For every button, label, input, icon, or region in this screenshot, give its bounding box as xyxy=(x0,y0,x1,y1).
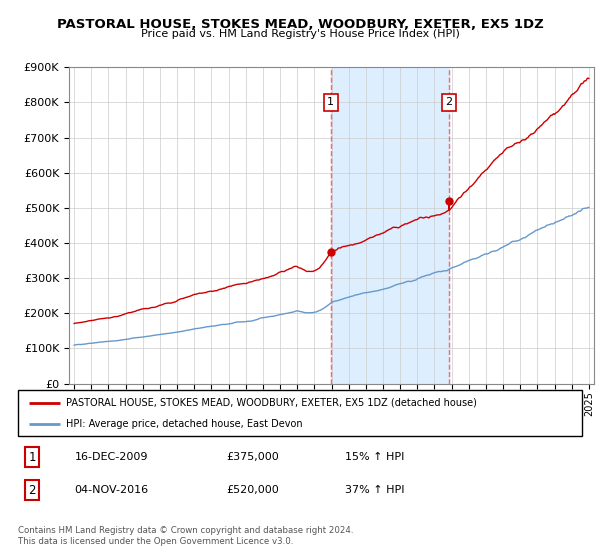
Text: PASTORAL HOUSE, STOKES MEAD, WOODBURY, EXETER, EX5 1DZ: PASTORAL HOUSE, STOKES MEAD, WOODBURY, E… xyxy=(56,18,544,31)
Text: £375,000: £375,000 xyxy=(227,452,280,462)
Text: 1: 1 xyxy=(328,97,334,108)
Text: PASTORAL HOUSE, STOKES MEAD, WOODBURY, EXETER, EX5 1DZ (detached house): PASTORAL HOUSE, STOKES MEAD, WOODBURY, E… xyxy=(66,398,477,408)
Text: 15% ↑ HPI: 15% ↑ HPI xyxy=(345,452,404,462)
Text: 1: 1 xyxy=(28,451,36,464)
Text: £520,000: £520,000 xyxy=(227,486,280,495)
Text: 04-NOV-2016: 04-NOV-2016 xyxy=(74,486,149,495)
Text: Contains HM Land Registry data © Crown copyright and database right 2024.
This d: Contains HM Land Registry data © Crown c… xyxy=(18,526,353,546)
Text: Price paid vs. HM Land Registry's House Price Index (HPI): Price paid vs. HM Land Registry's House … xyxy=(140,29,460,39)
Text: 2: 2 xyxy=(28,484,36,497)
Text: 16-DEC-2009: 16-DEC-2009 xyxy=(74,452,148,462)
Text: 37% ↑ HPI: 37% ↑ HPI xyxy=(345,486,404,495)
Bar xyxy=(331,67,449,384)
Text: HPI: Average price, detached house, East Devon: HPI: Average price, detached house, East… xyxy=(66,419,302,429)
Text: 2: 2 xyxy=(445,97,452,108)
